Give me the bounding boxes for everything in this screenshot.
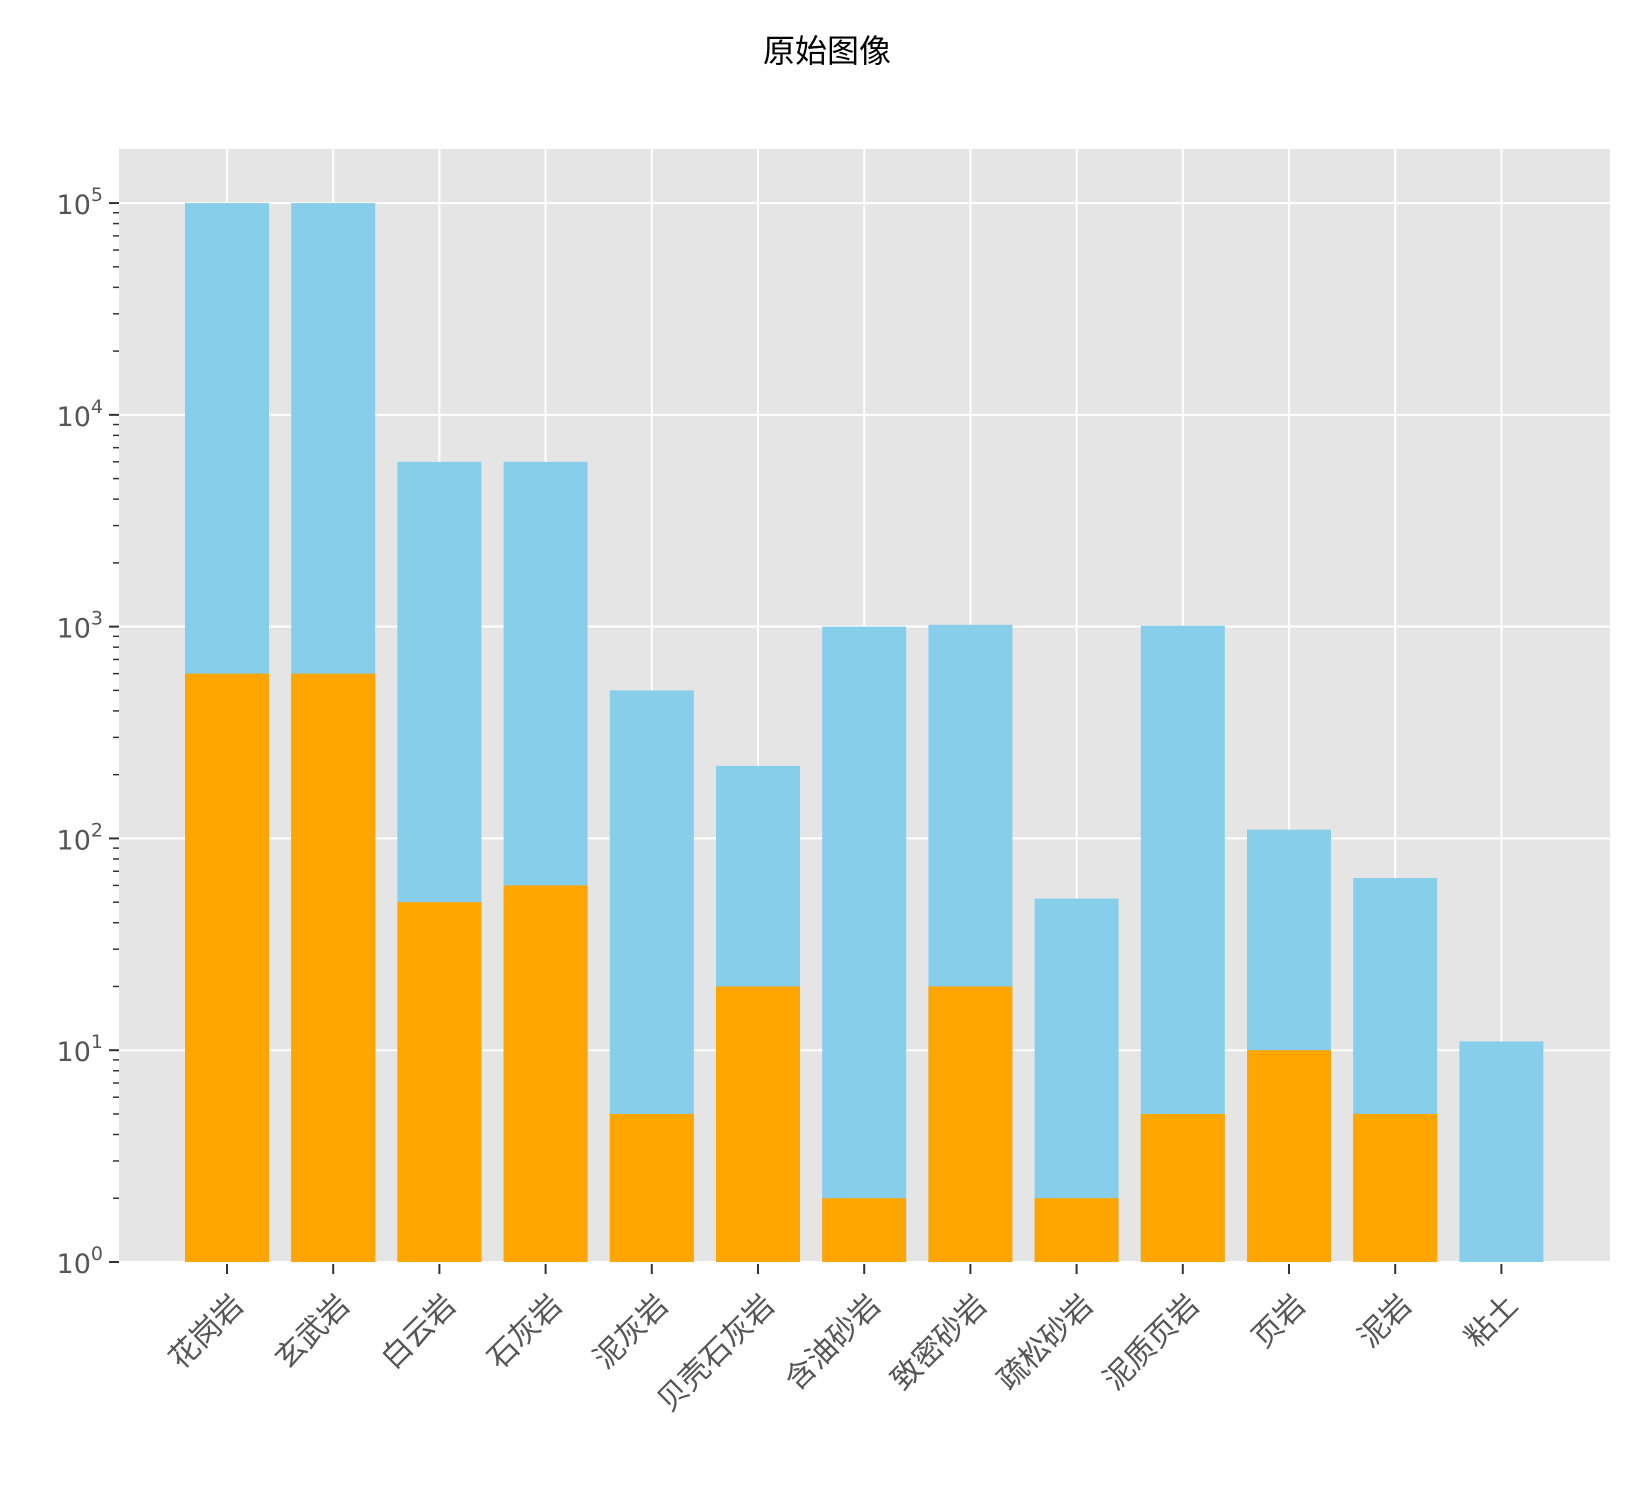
x-tick-label: 页岩 [1245, 1288, 1312, 1355]
x-tick-label: 玄武岩 [268, 1288, 356, 1376]
bar-series-1 [1034, 1198, 1119, 1262]
y-tick-label: 104 [57, 396, 103, 433]
x-tick-label: 含油砂岩 [778, 1288, 888, 1398]
x-tick-label: 疏松砂岩 [991, 1288, 1101, 1398]
bar-series-1 [1353, 1113, 1438, 1262]
bar-series-1 [397, 902, 482, 1262]
x-tick-label: 白云岩 [375, 1288, 463, 1376]
bar-series-1 [185, 673, 269, 1262]
bar-series-1 [609, 1113, 694, 1262]
y-tick-label: 105 [57, 184, 103, 221]
bar-series-0 [1459, 1041, 1544, 1262]
bar-series-1 [716, 986, 800, 1262]
y-tick-label: 103 [57, 608, 103, 645]
y-axis: 100 101 102 103 104 105 [57, 184, 119, 1280]
x-tick-label: 花岗岩 [162, 1288, 250, 1376]
x-tick-label: 泥岩 [1352, 1288, 1419, 1355]
bar-series-1 [822, 1198, 907, 1262]
bar-series-1 [1140, 1113, 1225, 1262]
x-tick-label: 粘土 [1458, 1288, 1525, 1355]
x-tick-label: 泥质页岩 [1097, 1288, 1207, 1398]
x-tick-label: 贝壳石灰岩 [651, 1288, 782, 1419]
bars [185, 203, 1544, 1262]
bar-series-0 [822, 626, 907, 1262]
y-tick-label: 102 [57, 819, 103, 856]
bar-series-1 [1247, 1050, 1331, 1262]
y-tick-label: 100 [57, 1243, 103, 1280]
bar-series-1 [503, 885, 588, 1262]
x-tick-label: 致密砂岩 [884, 1288, 994, 1398]
x-tick-label: 石灰岩 [481, 1288, 569, 1376]
bar-series-1 [291, 673, 376, 1262]
chart-title: 原始图像 [763, 32, 891, 70]
bar-series-1 [928, 986, 1013, 1262]
y-tick-label: 101 [57, 1031, 103, 1068]
x-tick-label: 泥灰岩 [587, 1288, 675, 1376]
